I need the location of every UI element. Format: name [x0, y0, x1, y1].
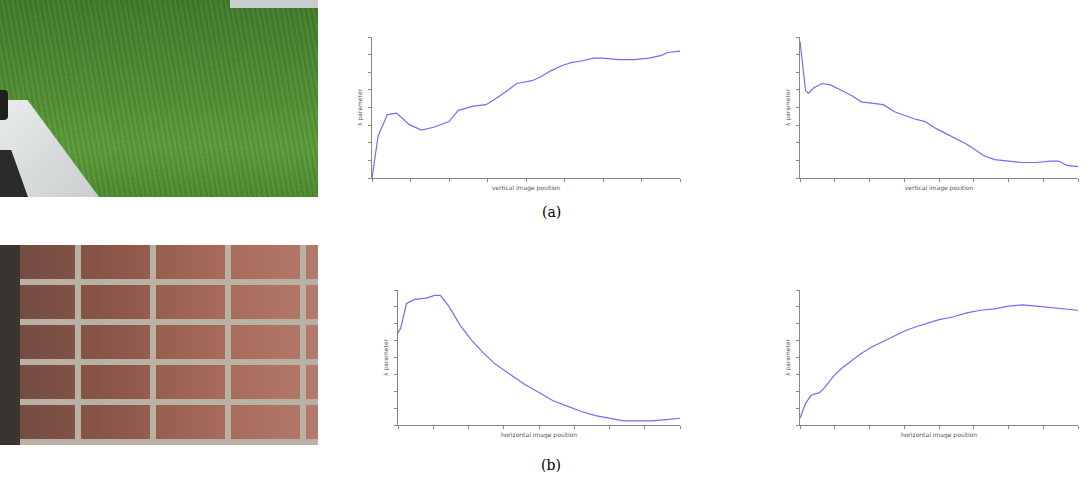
svg-text:λ parameter: λ parameter [784, 338, 792, 376]
svg-text:vertical image position: vertical image position [905, 184, 974, 192]
svg-text:λ parameter: λ parameter [784, 88, 792, 126]
svg-text:horizontal image position: horizontal image position [901, 431, 977, 439]
svg-text:horizontal image position: horizontal image position [501, 431, 577, 439]
svg-text:(b): (b) [541, 457, 561, 473]
svg-text:(a): (a) [542, 204, 561, 220]
svg-text:vertical image position: vertical image position [492, 184, 561, 192]
svg-text:λ parameter: λ parameter [382, 338, 390, 376]
svg-text:λ parameter: λ parameter [356, 88, 364, 126]
